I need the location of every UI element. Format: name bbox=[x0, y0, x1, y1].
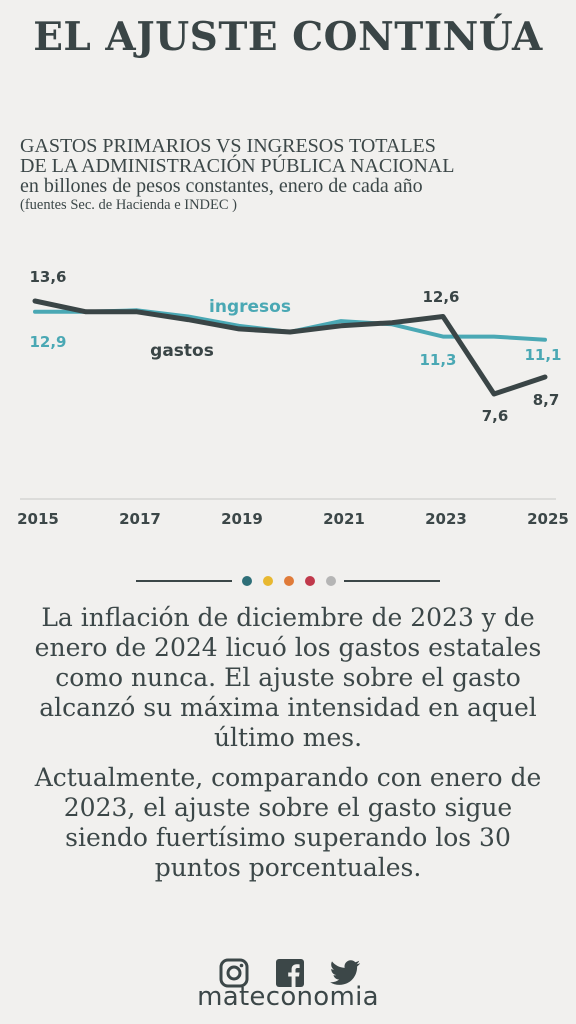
chart-source: (fuentes Sec. de Hacienda e INDEC ) bbox=[20, 197, 238, 213]
chart-title-line-2: DE LA ADMINISTRACIÓN PÚBLICA NACIONAL bbox=[20, 155, 455, 177]
x-tick-label: 2017 bbox=[119, 510, 161, 528]
series-name-gastos: gastos bbox=[150, 341, 214, 361]
brand-name: mateconomia bbox=[197, 982, 379, 1012]
data-label: 8,7 bbox=[533, 391, 560, 409]
paragraph-2: Actualmente, comparando con enero de 202… bbox=[34, 763, 542, 882]
divider-dot bbox=[242, 576, 252, 586]
paragraph-1: La inflación de diciembre de 2023 y de e… bbox=[34, 603, 542, 752]
data-label: 11,1 bbox=[524, 346, 561, 364]
x-tick-label: 2025 bbox=[527, 510, 569, 528]
data-label: 12,9 bbox=[29, 333, 66, 351]
x-tick-label: 2019 bbox=[221, 510, 263, 528]
section-divider bbox=[136, 573, 440, 589]
data-label: 12,6 bbox=[422, 288, 459, 306]
data-label: 7,6 bbox=[482, 407, 509, 425]
x-tick-label: 2023 bbox=[425, 510, 467, 528]
chart-subtitle: en billones de pesos constantes, enero d… bbox=[20, 175, 423, 197]
facebook-icon[interactable] bbox=[275, 958, 305, 988]
x-tick-label: 2021 bbox=[323, 510, 365, 528]
divider-line-right bbox=[344, 580, 440, 582]
series-line-gastos bbox=[32, 298, 548, 397]
twitter-icon[interactable] bbox=[329, 958, 361, 988]
divider-dot bbox=[263, 576, 273, 586]
data-label: 11,3 bbox=[419, 351, 456, 369]
divider-dot bbox=[326, 576, 336, 586]
x-tick-label: 2015 bbox=[17, 510, 59, 528]
social-links bbox=[0, 958, 576, 992]
page-headline: EL AJUSTE CONTINÚA bbox=[33, 14, 543, 60]
instagram-icon[interactable] bbox=[219, 958, 249, 988]
divider-dot bbox=[305, 576, 315, 586]
chart-title-line-1: GASTOS PRIMARIOS VS INGRESOS TOTALES bbox=[20, 135, 436, 157]
divider-line-left bbox=[136, 580, 232, 582]
data-label: 13,6 bbox=[29, 268, 66, 286]
line-chart: ingresos gastos 13,6 12,9 12,6 11,3 11,1 7,6 8,7… bbox=[17, 268, 569, 528]
chart-title-block: GASTOS PRIMARIOS VS INGRESOS TOTALES DE … bbox=[20, 136, 560, 214]
divider-dot bbox=[284, 576, 294, 586]
series-name-ingresos: ingresos bbox=[209, 297, 291, 317]
